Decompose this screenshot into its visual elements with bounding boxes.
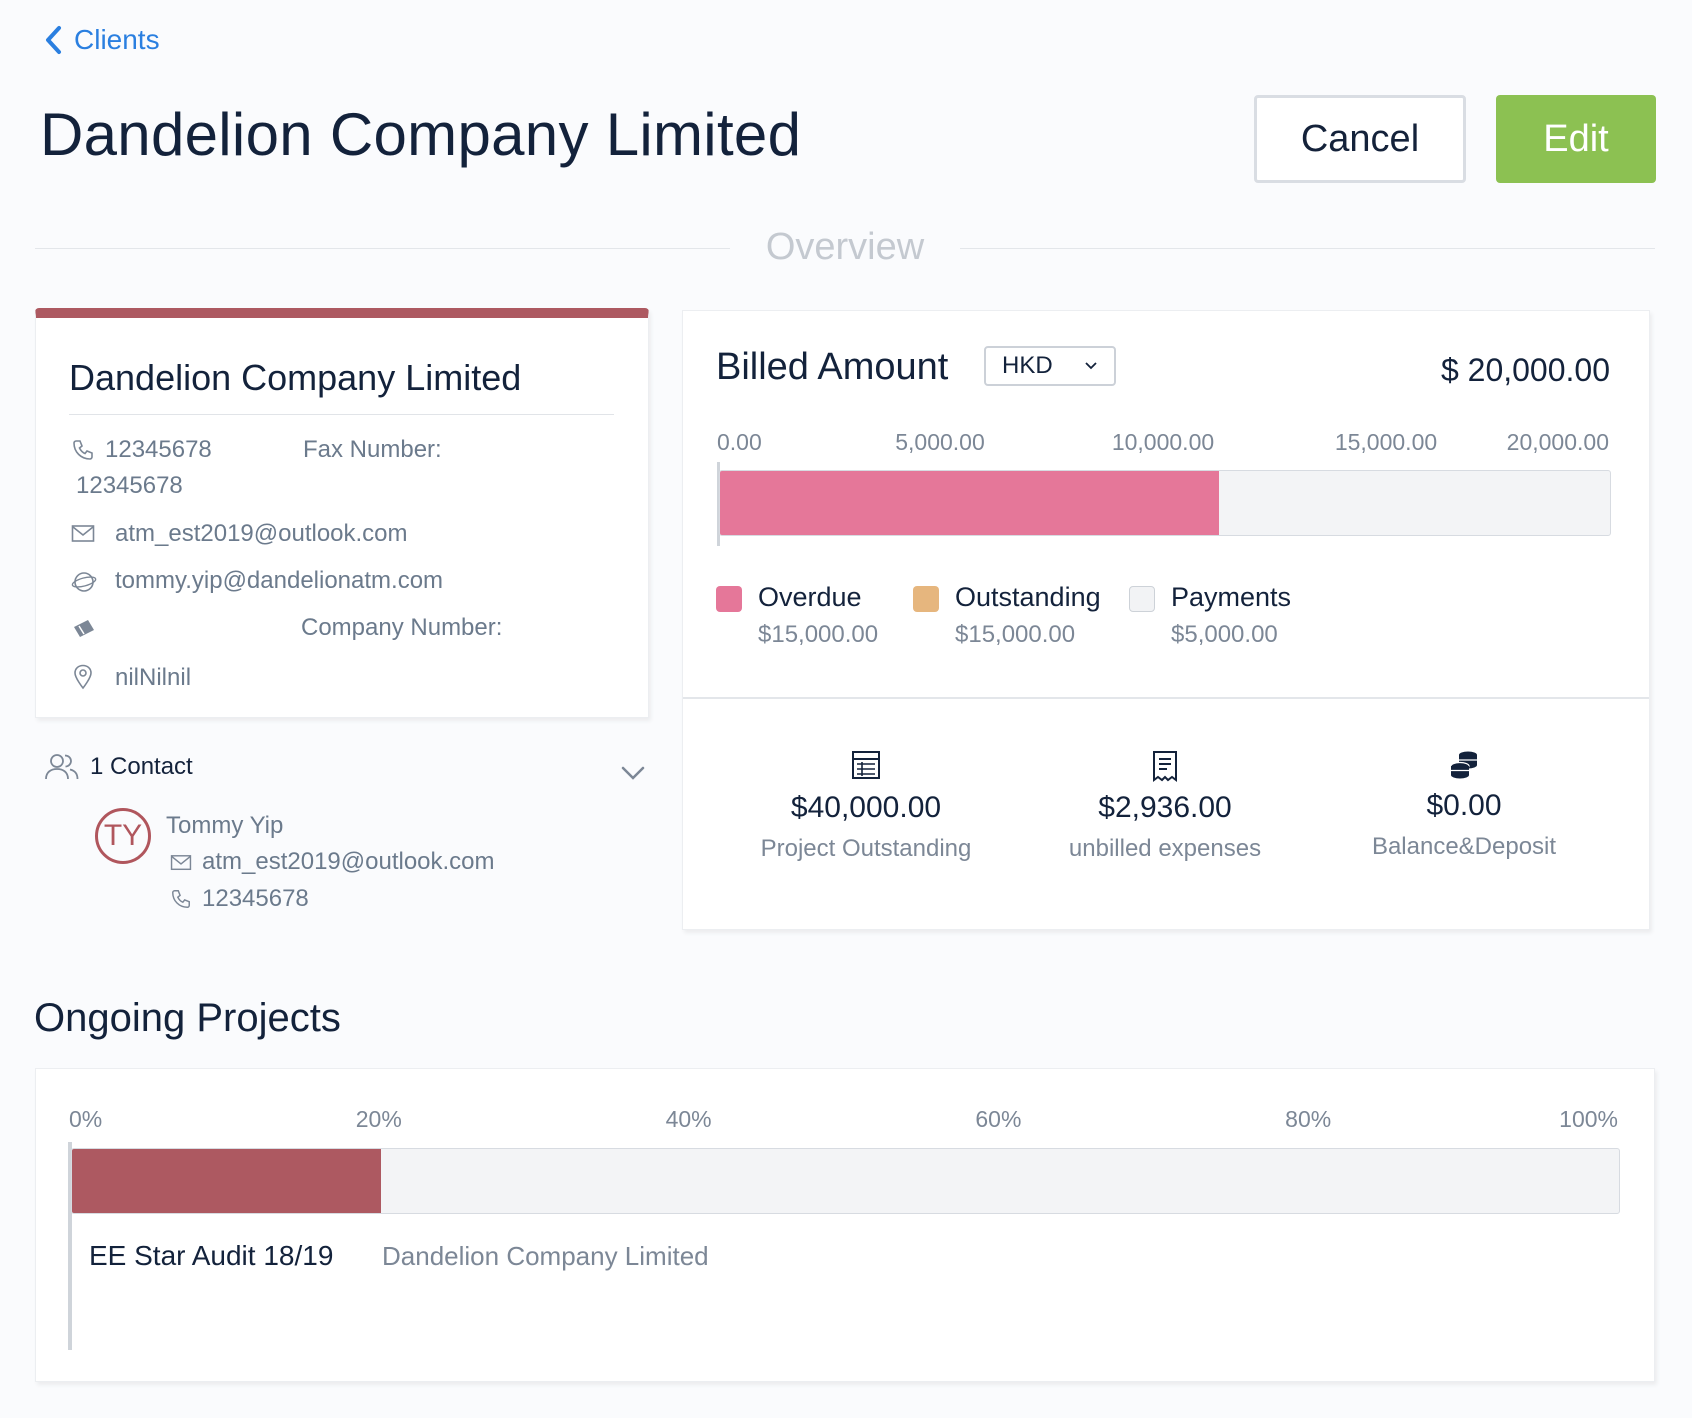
back-to-clients-link[interactable]: Clients	[44, 24, 160, 56]
stat-value: $40,000.00	[790, 791, 942, 824]
overview-divider-right	[960, 248, 1655, 249]
project-name[interactable]: EE Star Audit 18/19	[89, 1240, 334, 1271]
overview-divider-left	[35, 248, 730, 249]
ongoing-projects-title: Ongoing Projects	[34, 996, 341, 1040]
contacts-toggle[interactable]: 1 Contact	[44, 752, 193, 782]
legend-swatch-outstanding	[913, 586, 939, 612]
billed-amount-title: Billed Amount	[716, 346, 949, 388]
billed-bar-overdue	[720, 471, 1220, 535]
client-website: tommy.yip@dandelionatm.com	[115, 567, 444, 594]
projects-axis-tick-1: 20%	[355, 1106, 402, 1132]
billed-axis-tick-0: 0.00	[717, 429, 762, 455]
company-number-label: Company Number:	[301, 614, 503, 641]
billed-total: $ 20,000.00	[1440, 352, 1610, 388]
coins-icon	[1450, 751, 1477, 779]
projects-axis-tick-3: 60%	[975, 1106, 1022, 1132]
currency-select[interactable]: HKD	[984, 346, 1116, 386]
contact-email: atm_est2019@outlook.com	[202, 848, 495, 875]
billed-card-separator	[683, 697, 1649, 699]
billed-axis-tick-2: 10,000.00	[1111, 429, 1215, 455]
projects-axis-tick-0: 0%	[69, 1106, 103, 1132]
legend-label-payments: Payments	[1171, 582, 1292, 612]
users-icon	[45, 754, 79, 780]
projects-axis-line	[68, 1142, 72, 1350]
stat-value: $0.00	[1426, 789, 1502, 822]
client-email: atm_est2019@outlook.com	[115, 520, 408, 547]
projects-axis-tick-4: 80%	[1285, 1106, 1332, 1132]
legend-label-overdue: Overdue	[758, 582, 862, 612]
chevron-left-icon	[46, 26, 61, 54]
contact-name: Tommy Yip	[166, 812, 284, 839]
contact-envelope-icon	[170, 855, 192, 871]
billed-bar-track	[719, 470, 1611, 536]
globe-icon	[71, 572, 97, 592]
legend-label-outstanding: Outstanding	[955, 582, 1101, 612]
project-progress-fill	[72, 1149, 382, 1213]
billed-amount-card	[682, 310, 1650, 930]
legend-swatch-payments	[1129, 586, 1155, 612]
receipt-icon	[1153, 751, 1177, 782]
envelope-icon	[71, 525, 95, 542]
legend-swatch-overdue	[716, 586, 742, 612]
edit-button[interactable]: Edit	[1496, 95, 1656, 183]
contact-phone-icon	[172, 890, 190, 908]
client-address: nilNilnil	[115, 664, 192, 691]
projects-axis-tick-2: 40%	[665, 1106, 712, 1132]
ongoing-projects-card	[35, 1068, 1655, 1382]
project-progress-track[interactable]	[71, 1148, 1620, 1214]
stat-label: Balance&Deposit	[1371, 833, 1557, 860]
stat-balance-deposit: $0.00 Balance&Deposit	[1324, 750, 1604, 861]
projects-axis-tick-5: 100%	[1559, 1106, 1618, 1132]
select-chevron-icon	[1085, 362, 1097, 370]
stat-label: Project Outstanding	[760, 835, 972, 862]
legend-value-outstanding: $15,000.00	[955, 621, 1076, 648]
calculator-icon	[852, 751, 880, 779]
billed-axis-line	[717, 462, 720, 546]
billed-axis-tick-4: 20,000.00	[1506, 429, 1609, 455]
location-pin-icon	[74, 664, 92, 690]
client-phone: 12345678	[105, 436, 212, 463]
legend-value-overdue: $15,000.00	[758, 621, 879, 648]
stat-project-outstanding: $40,000.00 Project Outstanding	[726, 750, 1006, 863]
billed-axis-tick-1: 5,000.00	[895, 429, 985, 455]
contacts-summary: 1 Contact	[90, 753, 193, 780]
ticket-icon	[74, 620, 94, 637]
page-title: Dandelion Company Limited	[40, 101, 802, 168]
stat-unbilled-expenses: $2,936.00 unbilled expenses	[1025, 750, 1305, 863]
billed-axis-tick-3: 15,000.00	[1334, 429, 1438, 455]
client-card-separator	[69, 414, 614, 415]
stat-value: $2,936.00	[1098, 791, 1232, 824]
project-client: Dandelion Company Limited	[382, 1241, 709, 1271]
currency-value: HKD	[1002, 352, 1053, 379]
contact-avatar: TY	[95, 808, 151, 864]
fax-number-value: 12345678	[76, 472, 183, 499]
client-info-card	[35, 308, 649, 718]
back-link-label: Clients	[74, 24, 160, 55]
phone-icon	[73, 440, 93, 460]
fax-number-label: Fax Number:	[303, 436, 442, 463]
legend-value-payments: $5,000.00	[1171, 621, 1278, 648]
contact-phone: 12345678	[202, 885, 309, 912]
overview-label: Overview	[765, 226, 925, 268]
client-card-name: Dandelion Company Limited	[69, 357, 522, 398]
stat-label: unbilled expenses	[1068, 835, 1262, 862]
chevron-down-icon[interactable]	[620, 764, 646, 782]
cancel-button[interactable]: Cancel	[1254, 95, 1466, 183]
